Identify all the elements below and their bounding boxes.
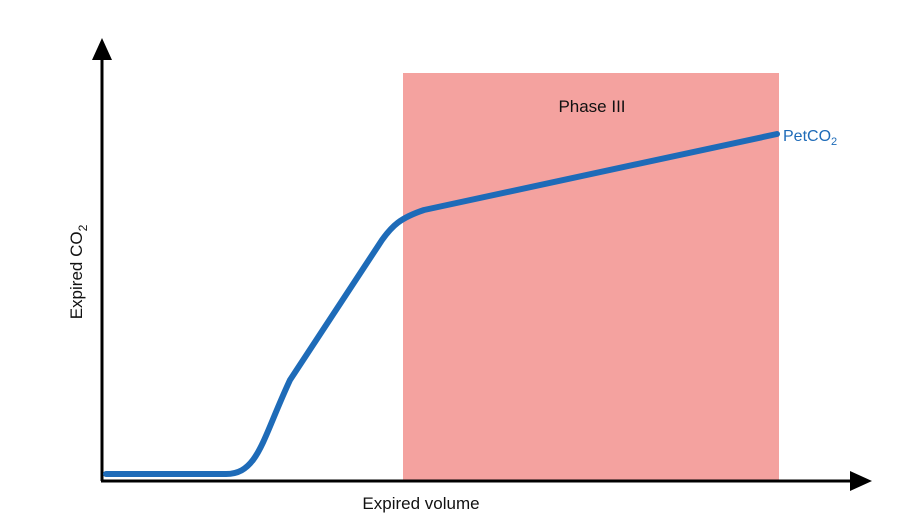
axes	[92, 38, 872, 491]
expired-co2-curve	[103, 131, 780, 477]
petco2-label: PetCO2	[783, 128, 837, 148]
phase-iii-label: Phase III	[558, 97, 625, 116]
y-axis-label: Expired CO2	[67, 224, 90, 319]
x-axis-arrow-icon	[850, 471, 872, 491]
x-axis-label: Expired volume	[362, 494, 479, 513]
y-axis-arrow-icon	[92, 38, 112, 60]
phase-iii-region	[403, 73, 779, 480]
